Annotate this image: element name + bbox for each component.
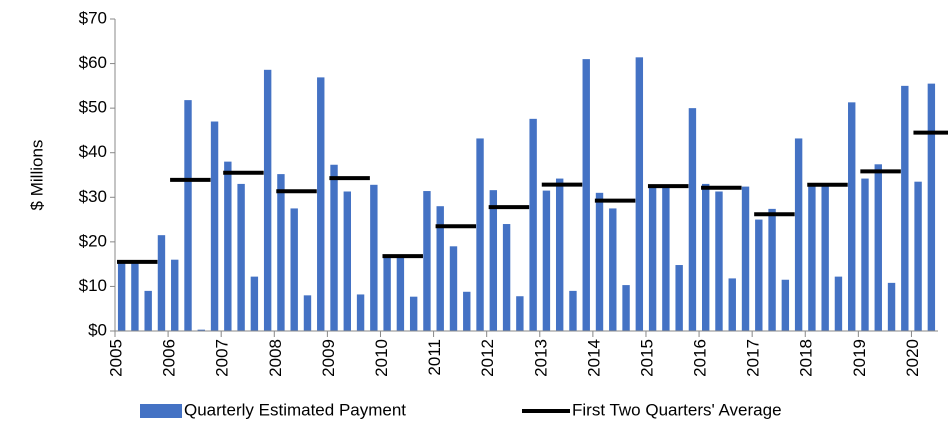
bar <box>237 183 245 331</box>
bar <box>635 57 644 332</box>
bar <box>197 329 205 331</box>
bar <box>171 259 179 331</box>
x-tick-label: 2017 <box>744 339 763 377</box>
bar <box>330 164 338 331</box>
legend-swatch <box>140 404 182 418</box>
bar <box>317 77 325 331</box>
bar <box>609 208 617 331</box>
x-tick-label: 2010 <box>372 339 391 377</box>
bar <box>715 191 723 331</box>
bar <box>781 279 790 331</box>
bar <box>489 190 498 331</box>
bar <box>131 261 139 331</box>
bar <box>914 181 922 331</box>
bar <box>370 184 378 331</box>
bar <box>821 184 829 331</box>
x-tick-label: 2018 <box>797 339 816 377</box>
bar <box>117 261 126 331</box>
bar <box>662 186 670 331</box>
x-tick-label: 2019 <box>850 339 869 377</box>
bar <box>555 178 564 331</box>
bar <box>224 161 232 331</box>
bar <box>874 164 882 331</box>
x-tick-label: 2011 <box>425 339 444 376</box>
bar <box>436 206 444 331</box>
bar <box>794 138 803 331</box>
bar <box>290 208 298 331</box>
bar <box>688 108 697 332</box>
bar <box>409 296 418 331</box>
bar <box>768 208 776 331</box>
bar <box>808 184 816 331</box>
y-tick-label: $50 <box>79 98 107 117</box>
x-tick-label: 2007 <box>213 339 232 377</box>
bar <box>263 69 272 331</box>
y-tick-label: $20 <box>79 231 107 250</box>
bar <box>157 235 166 331</box>
y-tick-label: $70 <box>79 8 107 27</box>
bar <box>356 294 365 331</box>
bar <box>343 191 351 331</box>
bar <box>582 59 590 331</box>
bar <box>622 285 630 331</box>
x-tick-label: 2012 <box>478 339 497 377</box>
bar <box>303 295 312 331</box>
bar <box>383 256 391 331</box>
bar <box>423 191 431 331</box>
y-axis-label: $ Millions <box>27 140 46 211</box>
y-tick-label: $60 <box>79 53 107 72</box>
y-tick-label: $40 <box>79 142 107 161</box>
bar <box>728 278 736 331</box>
bar <box>463 291 471 331</box>
x-tick-label: 2008 <box>266 339 285 377</box>
bar <box>529 118 537 331</box>
y-tick-label: $0 <box>88 320 107 339</box>
bar <box>502 224 511 331</box>
x-tick-label: 2005 <box>106 339 125 377</box>
bar <box>595 192 604 331</box>
bar <box>702 183 710 331</box>
bar <box>542 190 551 331</box>
legend-label: Quarterly Estimated Payment <box>184 400 406 419</box>
x-tick-label: 2009 <box>319 339 338 377</box>
bar <box>861 178 869 331</box>
bar <box>887 282 896 331</box>
bar <box>834 276 843 331</box>
y-tick-label: $30 <box>79 187 107 206</box>
bar <box>848 102 856 331</box>
bar <box>396 256 405 331</box>
y-tick-label: $10 <box>79 276 107 295</box>
x-tick-label: 2014 <box>584 339 603 377</box>
bar <box>250 276 259 331</box>
x-tick-label: 2013 <box>531 339 550 377</box>
bar <box>675 265 683 331</box>
bar <box>741 186 750 331</box>
bar <box>144 290 152 331</box>
bar <box>449 246 458 331</box>
bar <box>901 85 909 331</box>
bar <box>516 296 524 331</box>
bar <box>755 219 763 331</box>
bar <box>569 290 577 331</box>
bar <box>648 186 657 331</box>
x-tick-label: 2015 <box>637 339 656 377</box>
bar <box>277 174 285 331</box>
bar <box>184 100 192 332</box>
x-tick-label: 2020 <box>903 339 922 377</box>
bar <box>927 83 936 331</box>
x-tick-label: 2016 <box>691 339 710 377</box>
x-tick-label: 2006 <box>160 339 179 377</box>
legend-label: First Two Quarters' Average <box>572 400 782 419</box>
bar <box>476 138 484 331</box>
bar <box>210 121 219 331</box>
